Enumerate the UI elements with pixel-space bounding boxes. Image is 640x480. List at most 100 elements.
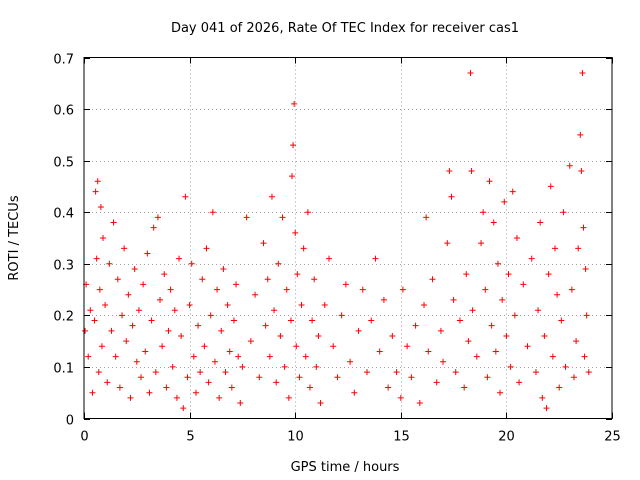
data-point (468, 167, 475, 174)
data-point (262, 322, 269, 329)
data-point (256, 374, 263, 381)
data-point (556, 384, 563, 391)
data-point (91, 317, 98, 324)
data-point (499, 296, 506, 303)
data-point (279, 214, 286, 221)
data-point (507, 363, 514, 370)
data-points (82, 69, 592, 412)
data-point (480, 209, 487, 216)
data-point (446, 167, 453, 174)
data-point (330, 343, 337, 350)
data-point (562, 363, 569, 370)
data-point (547, 183, 554, 190)
data-point (159, 343, 166, 350)
data-point (171, 307, 178, 314)
data-point (577, 131, 584, 138)
data-point (123, 338, 130, 345)
data-point (342, 281, 349, 288)
data-point (169, 363, 176, 370)
data-point (294, 271, 301, 278)
data-point (133, 358, 140, 365)
data-point (467, 69, 474, 76)
data-point (247, 338, 254, 345)
data-point (298, 302, 305, 309)
data-point (201, 343, 208, 350)
data-point (300, 245, 307, 252)
data-point (148, 317, 155, 324)
data-point (224, 302, 231, 309)
data-point (497, 389, 504, 396)
data-point (444, 240, 451, 247)
data-point (580, 224, 587, 231)
data-point (114, 276, 121, 283)
grid (84, 57, 612, 419)
data-point (503, 332, 510, 339)
data-point (541, 332, 548, 339)
data-point (125, 291, 132, 298)
data-point (325, 255, 332, 262)
data-point (173, 394, 180, 401)
data-point (180, 405, 187, 412)
data-point (309, 317, 316, 324)
data-point (492, 348, 499, 355)
data-point (287, 317, 294, 324)
data-point (214, 286, 221, 293)
data-point (351, 389, 358, 396)
data-point (135, 307, 142, 314)
data-point (106, 260, 113, 267)
data-point (92, 188, 99, 195)
data-point (277, 332, 284, 339)
data-point (490, 219, 497, 226)
data-point (252, 291, 259, 298)
data-point (465, 338, 472, 345)
data-point (235, 353, 242, 360)
data-point (463, 271, 470, 278)
data-point (385, 384, 392, 391)
data-point (205, 379, 212, 386)
data-point (412, 322, 419, 329)
data-point (121, 245, 128, 252)
data-point (239, 363, 246, 370)
data-point (161, 271, 168, 278)
data-point (450, 296, 457, 303)
data-point (220, 265, 227, 272)
data-point (131, 265, 138, 272)
data-point (313, 363, 320, 370)
data-point (268, 193, 275, 200)
data-point (566, 162, 573, 169)
data-point (211, 358, 218, 365)
data-point (218, 327, 225, 334)
data-point (178, 332, 185, 339)
data-point (228, 384, 235, 391)
data-point (551, 245, 558, 252)
data-point (100, 235, 107, 241)
data-point (528, 255, 535, 262)
y-tick-label: 0.5 (53, 156, 74, 171)
x-tick-label: 25 (604, 430, 621, 445)
data-point (437, 327, 444, 334)
data-point (97, 204, 104, 211)
y-axis-label: ROTI / TECUs (7, 195, 22, 280)
data-point (95, 369, 102, 376)
data-point (461, 384, 468, 391)
data-point (494, 260, 501, 267)
data-point (433, 379, 440, 386)
data-point (549, 353, 556, 360)
data-point (119, 312, 126, 319)
data-point (154, 214, 161, 221)
data-point (513, 235, 520, 241)
x-tick-label: 15 (393, 430, 410, 445)
data-point (535, 307, 542, 314)
data-point (570, 374, 577, 381)
data-point (186, 302, 193, 309)
data-point (306, 384, 313, 391)
data-point (96, 286, 103, 293)
data-point (404, 343, 411, 350)
data-point (197, 369, 204, 376)
x-tick-label: 10 (287, 430, 304, 445)
data-point (334, 374, 341, 381)
data-point (293, 343, 300, 350)
data-point (554, 291, 561, 298)
data-point (338, 312, 345, 319)
data-point (226, 348, 233, 355)
